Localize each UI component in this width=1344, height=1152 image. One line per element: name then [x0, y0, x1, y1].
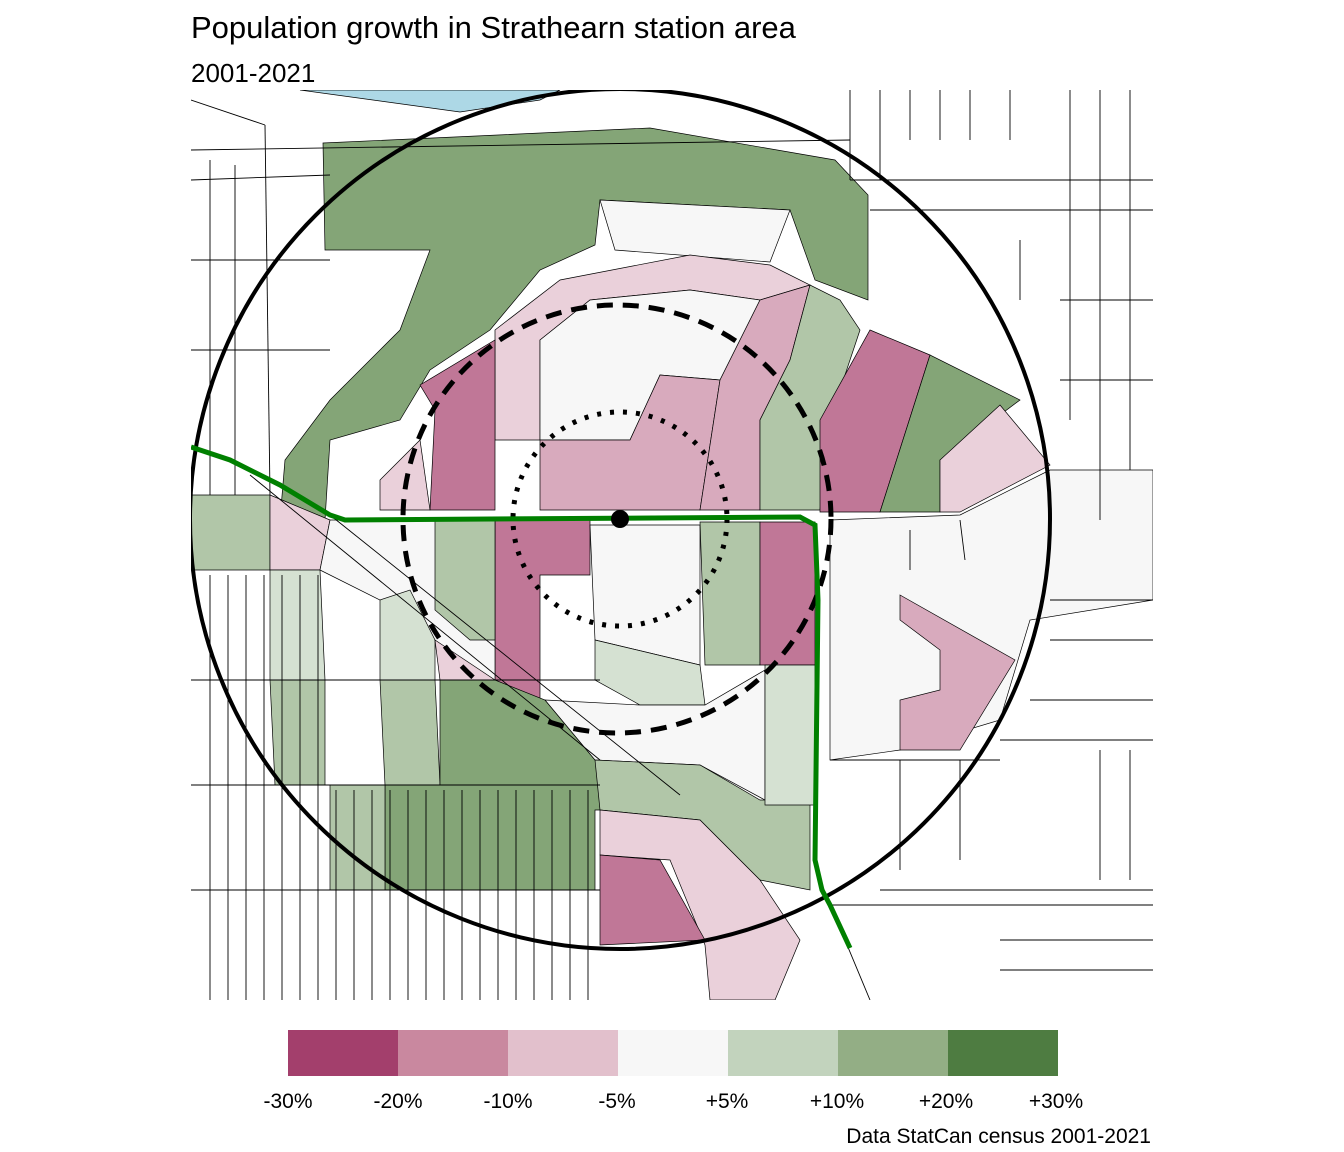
legend-swatch: [398, 1030, 508, 1076]
tract: [279, 127, 869, 521]
legend-label: +5%: [705, 1090, 749, 1113]
middle-radius-ring: [400, 302, 834, 736]
map-canvas: [191, 90, 1153, 1000]
legend-label: -5%: [598, 1090, 636, 1113]
map-subtitle: 2001-2021: [191, 58, 316, 88]
legend-swatch: [838, 1030, 948, 1076]
color-legend: [288, 1030, 1058, 1076]
tract: [829, 469, 1153, 761]
station-dot: [611, 510, 629, 528]
tract: [599, 809, 801, 1000]
tract: [899, 594, 1016, 751]
legend-label: +10%: [809, 1090, 865, 1113]
tract: [939, 404, 1051, 513]
legend-swatch: [508, 1030, 618, 1076]
data-source-caption: Data StatCan census 2001-2021: [846, 1125, 1151, 1148]
legend-label: -10%: [483, 1090, 533, 1113]
legend-label: +30%: [1028, 1090, 1084, 1113]
tract: [379, 439, 431, 511]
tract: [764, 664, 816, 806]
tract: [699, 521, 761, 666]
legend-swatch: [618, 1030, 728, 1076]
legend-label: +20%: [918, 1090, 974, 1113]
tract: [269, 679, 326, 786]
outer-radius-ring: [191, 90, 1052, 951]
legend-label: -30%: [263, 1090, 313, 1113]
legend-swatch: [728, 1030, 838, 1076]
tract: [379, 679, 441, 786]
tract: [269, 569, 326, 681]
tract: [599, 199, 791, 263]
lrt-transit-line: [191, 444, 853, 950]
legend-swatch: [948, 1030, 1058, 1076]
street-network: [191, 90, 1153, 1000]
map-title: Population growth in Strathearn station …: [191, 10, 796, 45]
tract: [759, 521, 816, 666]
legend-swatch: [288, 1030, 398, 1076]
tract: [191, 494, 271, 571]
legend-label: -20%: [373, 1090, 423, 1113]
tract: [379, 589, 436, 681]
